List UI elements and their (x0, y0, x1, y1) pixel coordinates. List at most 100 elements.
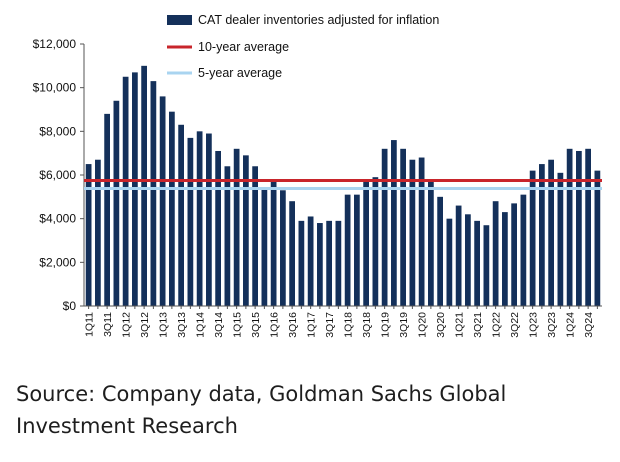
bar-1Q12 (122, 76, 129, 306)
bar-1Q13 (159, 96, 166, 307)
bar-4Q21 (483, 225, 490, 306)
x-tick-label: 3Q22 (509, 312, 521, 338)
bar-2Q22 (502, 212, 508, 306)
bar-3Q23 (548, 159, 554, 306)
reference-lines (84, 178, 602, 191)
bar-3Q24 (585, 148, 591, 306)
bar-4Q14 (224, 166, 231, 306)
y-tick-label: $6,000 (39, 168, 76, 182)
bar-1Q23 (529, 170, 536, 306)
x-tick-label: 3Q11 (102, 312, 114, 337)
bar-3Q19 (400, 148, 406, 306)
x-axis: 1Q11 3Q11 1Q12 3Q12 1Q13 3Q13 1Q14 3Q14 1Q15 3Q15… (84, 305, 602, 338)
bar-2Q19 (391, 140, 397, 306)
bar-2Q15 (243, 155, 249, 306)
bar-2Q23 (539, 164, 545, 306)
bar-1Q11 (85, 164, 92, 306)
bar-2Q24 (576, 150, 582, 306)
bar-3Q21 (474, 220, 480, 306)
y-tick-label: $10,000 (33, 81, 77, 95)
x-tick-label: 3Q17 (324, 312, 336, 338)
x-tick-label: 1Q15 (232, 312, 244, 338)
bar-4Q18 (372, 177, 379, 306)
bar-3Q13 (178, 124, 184, 306)
bar-3Q17 (326, 220, 332, 306)
bar-2Q14 (206, 133, 212, 306)
bar-chart: CAT dealer inventories adjusted for infl… (33, 13, 602, 338)
bar-1Q14 (196, 131, 203, 306)
legend-label-10-year-average: 10-year average (198, 40, 289, 54)
bar-1Q19 (381, 148, 388, 306)
bar-1Q21 (455, 205, 462, 306)
x-tick-label: 3Q16 (287, 312, 299, 338)
x-tick-label: 1Q13 (158, 312, 170, 338)
bar-4Q17 (335, 220, 342, 306)
x-tick-label: 1Q19 (380, 312, 392, 338)
x-tick-label: 1Q18 (343, 312, 355, 338)
bar-3Q14 (215, 150, 221, 306)
bar-1Q20 (418, 157, 425, 306)
x-tick-label: 3Q21 (472, 312, 484, 338)
bar-1Q16 (270, 179, 277, 306)
bar-1Q15 (233, 148, 240, 306)
bar-1Q18 (344, 194, 351, 306)
x-tick-label: 1Q23 (528, 312, 540, 338)
x-tick-label: 1Q14 (195, 312, 207, 338)
x-tick-label: 3Q19 (398, 312, 410, 338)
bar-3Q15 (252, 166, 258, 306)
x-tick-label: 3Q18 (361, 312, 373, 338)
legend-label-inventories: CAT dealer inventories adjusted for infl… (198, 13, 439, 27)
x-tick-label: 1Q11 (84, 312, 96, 337)
x-tick-label: 1Q21 (454, 312, 466, 338)
x-tick-label: 1Q16 (269, 312, 281, 338)
y-tick-label: $4,000 (39, 212, 76, 226)
y-tick-label: $0 (63, 299, 77, 313)
bar-2Q16 (280, 190, 286, 306)
bar-3Q22 (511, 203, 517, 306)
x-tick-label: 3Q24 (583, 312, 595, 338)
bar-2Q21 (465, 214, 471, 306)
x-tick-label: 1Q12 (121, 312, 133, 338)
legend-swatch-inventories (167, 15, 192, 25)
chart-legend: CAT dealer inventories adjusted for infl… (167, 13, 439, 80)
x-tick-label: 3Q20 (435, 312, 447, 338)
bar-1Q17 (307, 216, 314, 306)
bar-3Q12 (141, 65, 147, 306)
x-tick-label: 1Q20 (417, 312, 429, 338)
bar-3Q16 (289, 201, 295, 306)
y-axis: $0 $2,000 $4,000 $6,000 $8,000 $10,000 $12,000 (33, 37, 85, 313)
bar-3Q11 (104, 113, 110, 307)
x-tick-label: 1Q22 (491, 312, 503, 338)
bar-4Q11 (113, 100, 120, 307)
bar-3Q18 (363, 179, 369, 306)
bar-4Q16 (298, 220, 305, 306)
legend-label-5-year-average: 5-year average (198, 66, 282, 80)
x-tick-label: 1Q17 (306, 312, 318, 338)
bar-4Q19 (409, 159, 416, 306)
bar-1Q22 (492, 201, 499, 306)
bar-4Q15 (261, 188, 268, 306)
bar-4Q22 (520, 194, 527, 306)
x-tick-label: 1Q24 (565, 312, 577, 338)
bar-4Q13 (187, 137, 194, 306)
bar-4Q23 (557, 172, 564, 306)
x-tick-label: 3Q15 (250, 312, 262, 338)
bar-4Q12 (150, 81, 157, 307)
bar-4Q24 (594, 170, 601, 306)
y-tick-label: $12,000 (33, 37, 77, 51)
bar-3Q20 (437, 196, 443, 306)
bar-2Q13 (169, 111, 175, 307)
bar-2Q11 (95, 159, 101, 306)
bar-series (85, 65, 601, 307)
x-tick-label: 3Q13 (176, 312, 188, 338)
y-tick-label: $2,000 (39, 255, 76, 269)
bar-2Q18 (354, 194, 360, 306)
x-tick-label: 3Q14 (213, 312, 225, 338)
bar-1Q24 (566, 148, 573, 306)
bar-2Q20 (428, 181, 434, 306)
x-tick-label: 3Q12 (139, 312, 151, 338)
x-tick-label: 3Q23 (546, 312, 558, 338)
y-tick-label: $8,000 (39, 124, 76, 138)
source-caption: Source: Company data, Goldman Sachs Glob… (16, 382, 507, 438)
bar-4Q20 (446, 218, 453, 306)
